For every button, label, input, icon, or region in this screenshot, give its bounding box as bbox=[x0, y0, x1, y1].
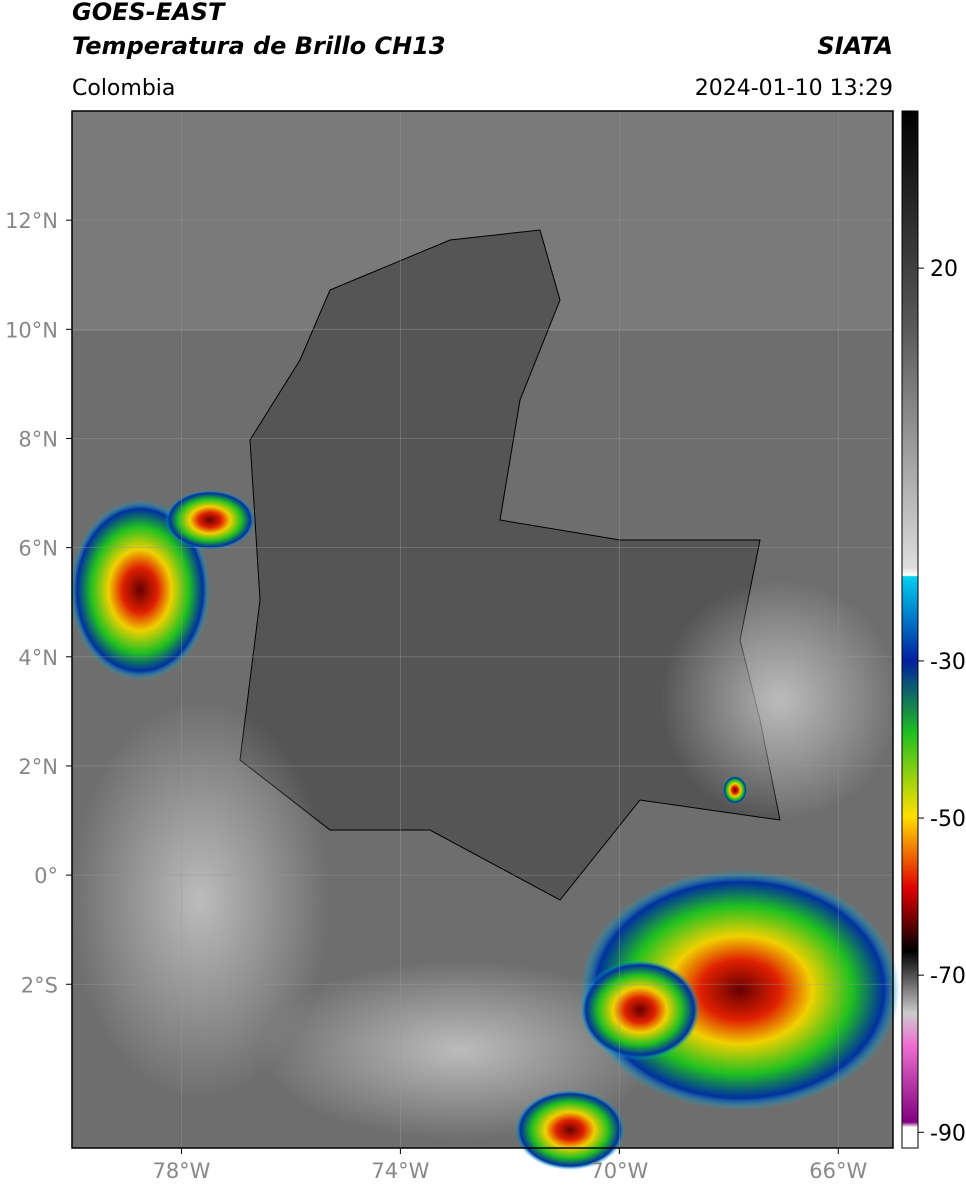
map-frame bbox=[71, 110, 894, 1149]
subtitle: Temperatura de Brillo CH13 bbox=[72, 32, 446, 60]
title: GOES-EAST bbox=[72, 0, 226, 26]
y-tick-label: 4°N bbox=[18, 646, 58, 670]
header: GOES-EAST Temperatura de Brillo CH13 SIA… bbox=[72, 0, 893, 101]
colorbar-tick-label: 20 bbox=[930, 257, 958, 282]
y-tick-label: 12°N bbox=[5, 209, 58, 233]
colorbar bbox=[901, 110, 919, 1149]
y-tick-label: 6°N bbox=[18, 537, 58, 561]
timestamp: 2024-01-10 13:29 bbox=[695, 76, 893, 101]
x-tick-label: 74°W bbox=[371, 1159, 429, 1183]
y-tick-label: 2°N bbox=[18, 755, 58, 779]
region: Colombia bbox=[72, 76, 175, 101]
colorbar-tick-label: -50 bbox=[930, 807, 966, 832]
y-tick-label: 10°N bbox=[5, 318, 58, 342]
source: SIATA bbox=[817, 32, 893, 60]
x-tick-label: 78°W bbox=[152, 1159, 210, 1183]
y-tick-label: 0° bbox=[34, 864, 58, 888]
colorbar-tick-label: -30 bbox=[930, 650, 966, 675]
colorbar-tick-label: -70 bbox=[930, 964, 966, 989]
colorbar-tick-label: -90 bbox=[930, 1121, 966, 1146]
grid bbox=[72, 111, 893, 1148]
map-image bbox=[70, 111, 900, 1170]
y-tick-label: 8°N bbox=[18, 427, 58, 451]
y-tick-label: 2°S bbox=[21, 973, 58, 997]
x-tick-label: 66°W bbox=[809, 1159, 867, 1183]
x-tick-label: 70°W bbox=[590, 1159, 648, 1183]
